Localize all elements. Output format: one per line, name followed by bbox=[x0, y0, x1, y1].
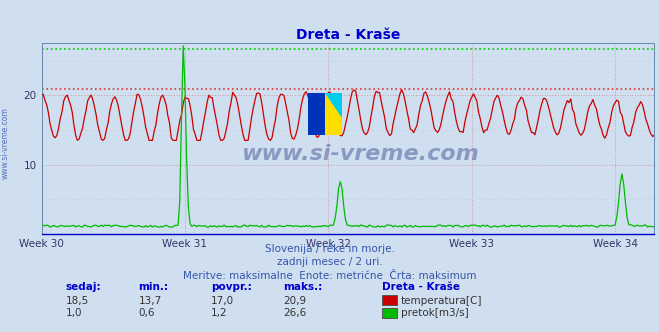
Text: Slovenija / reke in morje.: Slovenija / reke in morje. bbox=[264, 244, 395, 254]
Text: povpr.:: povpr.: bbox=[211, 283, 252, 292]
Text: www.si-vreme.com: www.si-vreme.com bbox=[1, 107, 10, 179]
Text: min.:: min.: bbox=[138, 283, 169, 292]
FancyBboxPatch shape bbox=[308, 93, 325, 135]
Text: 1,0: 1,0 bbox=[66, 308, 82, 318]
Text: sedaj:: sedaj: bbox=[66, 283, 101, 292]
Text: maks.:: maks.: bbox=[283, 283, 323, 292]
Text: 18,5: 18,5 bbox=[66, 296, 89, 306]
Text: pretok[m3/s]: pretok[m3/s] bbox=[401, 308, 469, 318]
Text: 17,0: 17,0 bbox=[211, 296, 234, 306]
Text: 13,7: 13,7 bbox=[138, 296, 161, 306]
Polygon shape bbox=[325, 93, 342, 118]
Text: temperatura[C]: temperatura[C] bbox=[401, 296, 482, 306]
FancyBboxPatch shape bbox=[308, 93, 342, 135]
Title: Dreta - Kraše: Dreta - Kraše bbox=[296, 28, 400, 42]
Text: Dreta - Kraše: Dreta - Kraše bbox=[382, 283, 460, 292]
Text: 20,9: 20,9 bbox=[283, 296, 306, 306]
Text: 1,2: 1,2 bbox=[211, 308, 227, 318]
Text: 26,6: 26,6 bbox=[283, 308, 306, 318]
Text: zadnji mesec / 2 uri.: zadnji mesec / 2 uri. bbox=[277, 257, 382, 267]
Text: 0,6: 0,6 bbox=[138, 308, 155, 318]
Text: www.si-vreme.com: www.si-vreme.com bbox=[241, 144, 479, 164]
Text: Meritve: maksimalne  Enote: metrične  Črta: maksimum: Meritve: maksimalne Enote: metrične Črta… bbox=[183, 271, 476, 281]
